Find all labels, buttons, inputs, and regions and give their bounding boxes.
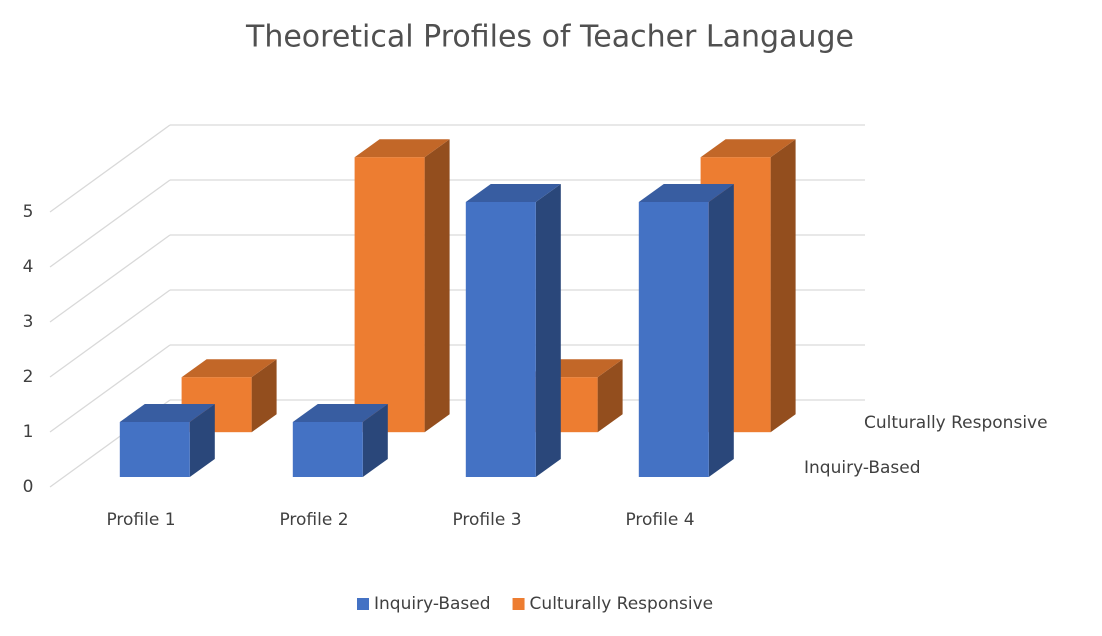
- bar-top: [465, 183, 561, 202]
- bar-top: [292, 403, 388, 422]
- grid-line: [49, 179, 171, 268]
- bar: [119, 421, 190, 477]
- y-tick-label: 3: [23, 312, 34, 332]
- legend-label: Inquiry-Based: [374, 594, 491, 614]
- bar-side: [708, 183, 734, 477]
- depth-label: Inquiry-Based: [804, 458, 921, 478]
- grid-line: [49, 289, 171, 378]
- legend-swatch: [512, 598, 525, 610]
- bar-top: [354, 139, 450, 158]
- bar: [465, 201, 536, 477]
- depth-label: Culturally Responsive: [864, 413, 1048, 433]
- grid-line: [49, 124, 171, 213]
- bar: [292, 421, 363, 477]
- x-tick-label: Profile 2: [279, 510, 348, 530]
- bar-top: [700, 139, 796, 158]
- bar-top: [181, 359, 277, 378]
- bar-side: [362, 403, 388, 477]
- bar-top: [119, 403, 215, 422]
- bar-side: [535, 183, 561, 477]
- bar: [354, 157, 425, 433]
- grid-line: [49, 234, 171, 323]
- y-tick-label: 2: [23, 367, 34, 387]
- chart-title: Theoretical Profiles of Teacher Langauge: [245, 20, 854, 55]
- bar-side: [597, 359, 623, 433]
- bar-side: [770, 139, 796, 433]
- legend-swatch: [357, 598, 369, 610]
- y-tick-label: 0: [23, 477, 34, 497]
- bar-side: [251, 359, 277, 433]
- bar-side: [189, 403, 215, 477]
- grid-line: [49, 344, 171, 433]
- y-tick-label: 5: [23, 202, 34, 222]
- bars: [119, 139, 796, 477]
- x-tick-label: Profile 4: [625, 510, 694, 530]
- bar: [638, 201, 709, 477]
- labels: 0 1 2 3 4 5 Profile 1 Profile 2 Profile 3 Profile…: [23, 202, 1048, 614]
- bar-side: [424, 139, 450, 433]
- bar-top: [638, 183, 734, 202]
- x-tick-label: Profile 3: [452, 510, 521, 530]
- y-tick-label: 1: [23, 422, 34, 442]
- x-tick-label: Profile 1: [106, 510, 175, 530]
- y-tick-label: 4: [23, 257, 34, 277]
- legend-label: Culturally Responsive: [530, 594, 714, 614]
